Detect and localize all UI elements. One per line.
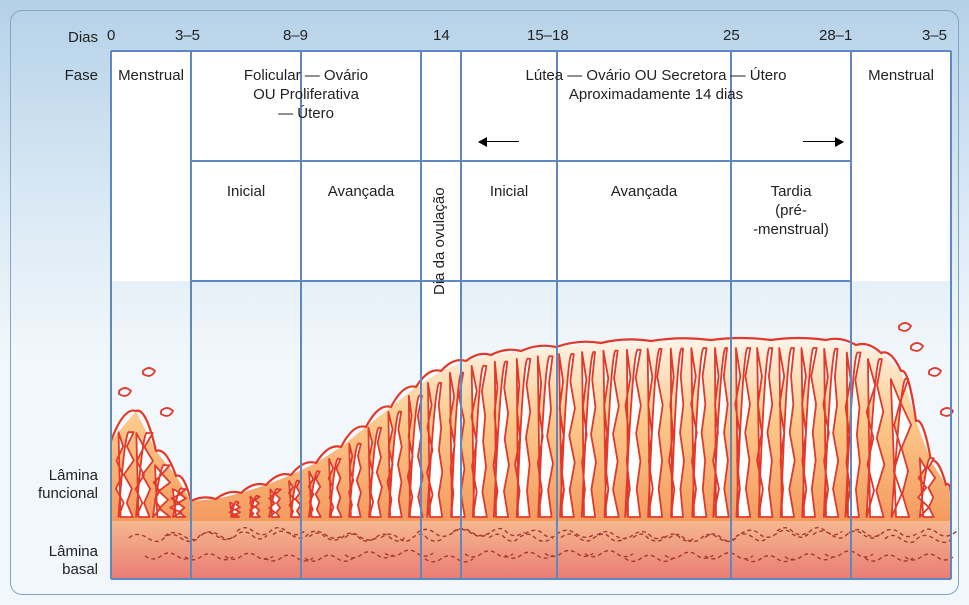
day-tick: 3–5 bbox=[922, 27, 947, 44]
day-tick: 15–18 bbox=[527, 27, 569, 44]
phase-ovulation: Dia da ovulação bbox=[431, 181, 450, 301]
day-tick: 25 bbox=[723, 27, 740, 44]
row-label-fase: Fase bbox=[65, 67, 98, 84]
phase-luteal: Lútea — Ovário OU Secretora — ÚteroAprox… bbox=[461, 63, 851, 109]
day-tick: 28–1 bbox=[819, 27, 852, 44]
phase-follicular: Folicular — OvárioOU Proliferativa— Úter… bbox=[191, 63, 421, 127]
diagram-container: 0 3–5 8–9 14 15–18 25 28–1 3–5 Dias Fase Lâmina… bbox=[10, 10, 959, 595]
subphase-inicial1: Inicial bbox=[191, 179, 301, 206]
row-label-dias: Dias bbox=[68, 29, 98, 46]
subphase-avancada2: Avançada bbox=[557, 179, 731, 206]
row-label-lamina-funcional: Lâminafuncional bbox=[38, 467, 98, 503]
day-tick: 3–5 bbox=[175, 27, 200, 44]
phase-menstrual2: Menstrual bbox=[851, 63, 951, 90]
arrow-left bbox=[479, 141, 519, 142]
day-tick: 14 bbox=[433, 27, 450, 44]
day-tick: 8–9 bbox=[283, 27, 308, 44]
arrow-right bbox=[803, 141, 843, 142]
subphase-inicial2: Inicial bbox=[461, 179, 557, 206]
row-label-lamina-basal: Lâminabasal bbox=[49, 543, 98, 579]
subphase-tardia: Tardia(pré--menstrual) bbox=[731, 179, 851, 243]
subphase-avancada1: Avançada bbox=[301, 179, 421, 206]
phase-menstrual1: Menstrual bbox=[111, 63, 191, 90]
day-tick: 0 bbox=[107, 27, 115, 44]
